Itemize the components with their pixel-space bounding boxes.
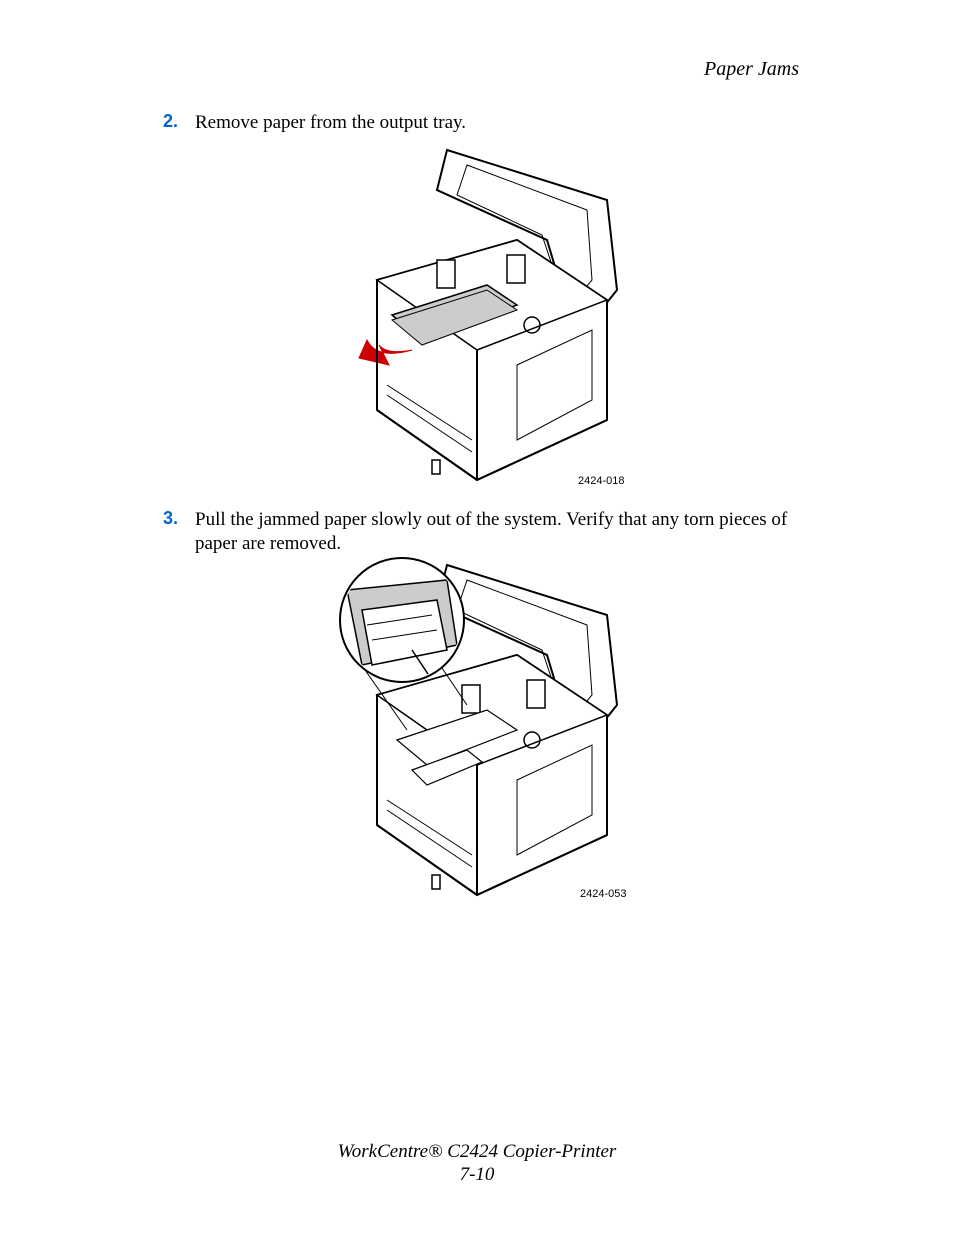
printer-illustration-1-icon	[317, 140, 637, 485]
step-text: Pull the jammed paper slowly out of the …	[195, 508, 834, 556]
step-2: 2. Remove paper from the output tray.	[163, 111, 834, 135]
page-footer: WorkCentre® C2424 Copier-Printer 7-10	[0, 1140, 954, 1188]
figure-2-caption: 2424-053	[580, 888, 627, 900]
step-text: Remove paper from the output tray.	[195, 111, 834, 135]
figure-1	[317, 140, 637, 485]
printer-illustration-2-icon	[317, 550, 637, 900]
page-header: Paper Jams	[704, 58, 799, 81]
step-number: 2.	[163, 111, 191, 132]
step-number: 3.	[163, 508, 191, 529]
footer-page: 7-10	[0, 1163, 954, 1187]
figure-1-caption: 2424-018	[578, 475, 625, 487]
footer-product: WorkCentre® C2424 Copier-Printer	[0, 1140, 954, 1164]
step-3: 3. Pull the jammed paper slowly out of t…	[163, 508, 834, 556]
section-title: Paper Jams	[704, 58, 799, 80]
figure-2	[317, 550, 637, 900]
